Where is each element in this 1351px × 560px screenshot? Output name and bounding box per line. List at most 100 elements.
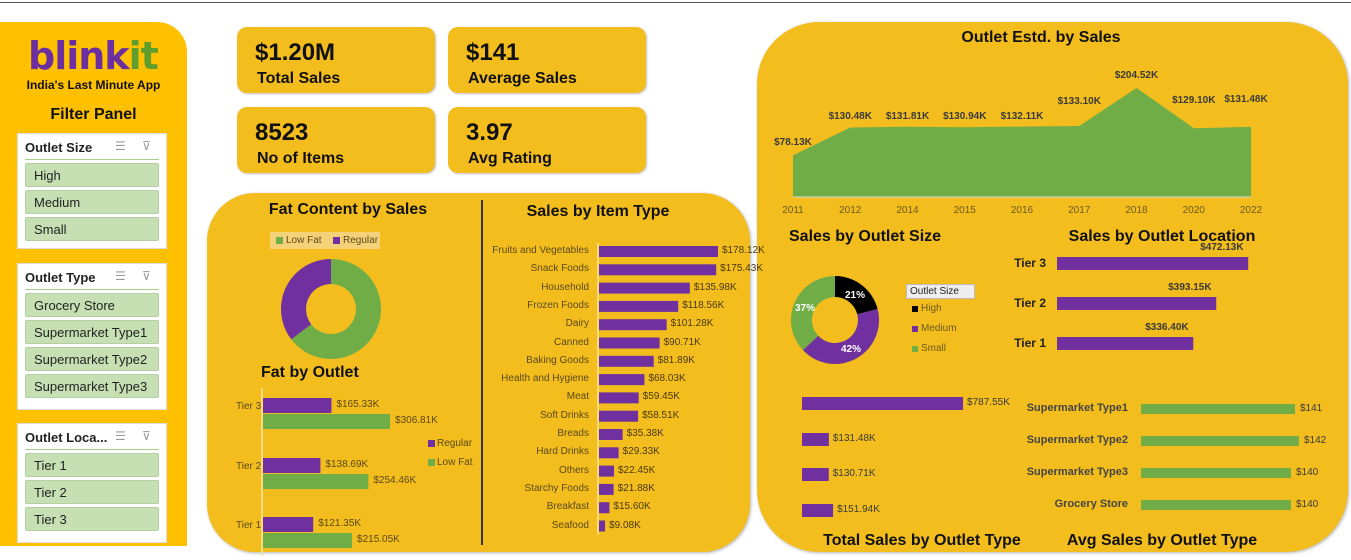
slicer-title: Outlet Loca... bbox=[25, 430, 108, 445]
bar bbox=[263, 533, 353, 548]
bar bbox=[599, 355, 654, 367]
data-label: $130.48K bbox=[828, 111, 872, 123]
data-label: $9.08K bbox=[609, 519, 641, 531]
clear-filter-icon[interactable]: ⊽ bbox=[142, 139, 151, 153]
slicer-item[interactable]: Tier 2 bbox=[25, 480, 159, 504]
legend-label: Regular bbox=[437, 438, 473, 449]
category-label: Canned bbox=[553, 336, 589, 348]
bar bbox=[599, 447, 619, 459]
bar bbox=[599, 410, 639, 422]
slicer-item[interactable]: Grocery Store bbox=[25, 293, 159, 317]
bar bbox=[802, 433, 829, 446]
category-label: Breads bbox=[557, 428, 589, 439]
bar bbox=[599, 264, 717, 276]
bar bbox=[263, 458, 321, 473]
data-label: $131.81K bbox=[885, 110, 930, 122]
bar bbox=[599, 502, 610, 514]
data-label: $336.40K bbox=[1145, 322, 1189, 333]
kpi-label: Average Sales bbox=[468, 70, 577, 87]
filter-panel-title: Filter Panel bbox=[50, 106, 137, 123]
category-label: Fruits and Vegetables bbox=[492, 245, 589, 256]
data-label: 21% bbox=[845, 290, 866, 301]
category-label: Starchy Foods bbox=[524, 482, 589, 494]
bar bbox=[802, 397, 964, 410]
slicer-0: Outlet Size ☰ ⊽ High Medium Small bbox=[17, 133, 167, 249]
x-tick-label: 2018 bbox=[1125, 205, 1148, 216]
category-label: Hard Drinks bbox=[536, 446, 589, 458]
kpi-card: 8523 No of Items bbox=[237, 107, 435, 173]
legend-swatch bbox=[276, 237, 283, 244]
data-label: $68.03K bbox=[648, 373, 686, 385]
x-tick-label: 2012 bbox=[839, 205, 862, 216]
legend-swatch bbox=[333, 237, 340, 244]
slicer-1: Outlet Type ☰ ⊽ Grocery Store Supermarket… bbox=[17, 263, 167, 410]
slicer-item[interactable]: Tier 1 bbox=[25, 453, 159, 477]
bar bbox=[802, 468, 829, 481]
slicer-item[interactable]: Supermarket Type2 bbox=[25, 347, 159, 371]
data-label: $101.28K bbox=[670, 318, 714, 330]
category-label: Health and Hygiene bbox=[501, 373, 589, 385]
divider bbox=[25, 289, 159, 290]
data-label: $118.56K bbox=[682, 299, 725, 311]
bar bbox=[1141, 404, 1295, 414]
category-label: Supermarket Type3 bbox=[1026, 466, 1128, 478]
bar bbox=[599, 520, 606, 532]
x-tick-label: 2020 bbox=[1182, 205, 1205, 216]
bar bbox=[599, 392, 639, 404]
data-label: $306.81K bbox=[395, 415, 438, 426]
category-label: Baking Goods bbox=[526, 354, 589, 366]
bar bbox=[263, 474, 369, 489]
clear-filter-icon[interactable]: ⊽ bbox=[142, 269, 151, 283]
chart-title: Fat Content by Sales bbox=[268, 201, 428, 218]
x-tick-label: 2011 bbox=[782, 205, 804, 216]
kpi-card: $141 Average Sales bbox=[448, 27, 646, 93]
tagline: India's Last Minute App bbox=[26, 78, 161, 92]
category-label: Grocery Store bbox=[1054, 498, 1128, 510]
logo-part: it bbox=[128, 34, 159, 78]
slicer-item[interactable]: High bbox=[25, 163, 159, 187]
category-label: Household bbox=[541, 281, 589, 293]
area-series bbox=[793, 87, 1251, 197]
bar bbox=[599, 282, 690, 294]
bar bbox=[263, 398, 332, 413]
slicer-item[interactable]: Tier 3 bbox=[25, 507, 159, 531]
chart-title: Total Sales by Outlet Type bbox=[823, 532, 1021, 549]
x-tick-label: 2016 bbox=[1010, 205, 1034, 216]
bar bbox=[599, 319, 667, 331]
bar bbox=[1141, 436, 1299, 446]
category-label: Dairy bbox=[565, 318, 589, 330]
pie-slice bbox=[291, 259, 381, 359]
category-label: Others bbox=[558, 464, 589, 476]
category-label: Supermarket Type2 bbox=[1026, 434, 1128, 446]
slicer-item[interactable]: Medium bbox=[25, 190, 159, 214]
data-label: 42% bbox=[841, 344, 862, 355]
chart-title: Sales by Item Type bbox=[526, 203, 670, 220]
multi-select-icon[interactable]: ☰ bbox=[115, 139, 126, 153]
slicer-item[interactable]: Supermarket Type3 bbox=[25, 374, 159, 398]
slicer-item[interactable]: Supermarket Type1 bbox=[25, 320, 159, 344]
kpi-value: $1.20M bbox=[255, 39, 336, 66]
category-label: Tier 1 bbox=[1014, 336, 1046, 350]
top-border bbox=[0, 2, 1351, 3]
data-label: $131.48K bbox=[1224, 93, 1268, 105]
category-label: Meat bbox=[566, 391, 589, 403]
divider bbox=[481, 200, 483, 545]
data-label: $254.46K bbox=[373, 475, 417, 486]
pie-slice bbox=[280, 259, 331, 340]
legend-swatch bbox=[912, 326, 918, 332]
multi-select-icon[interactable]: ☰ bbox=[115, 269, 126, 283]
data-label: $204.52K bbox=[1114, 69, 1159, 81]
multi-select-icon[interactable]: ☰ bbox=[115, 429, 126, 443]
data-label: $138.69K bbox=[325, 459, 369, 470]
data-label: 37% bbox=[795, 303, 816, 314]
slicer-2: Outlet Loca... ☰ ⊽ Tier 1 Tier 2 Tier 3 bbox=[17, 423, 167, 543]
slicer-item[interactable]: Small bbox=[25, 217, 159, 241]
data-label: $178.12K bbox=[721, 245, 765, 256]
bar bbox=[599, 337, 660, 349]
kpi-value: 3.97 bbox=[466, 119, 513, 146]
legend-dropdown[interactable]: Outlet Size bbox=[906, 284, 975, 299]
slicer-title: Outlet Size bbox=[25, 140, 93, 155]
clear-filter-icon[interactable]: ⊽ bbox=[142, 429, 151, 443]
category-label: Tier 2 bbox=[1014, 296, 1046, 310]
bar bbox=[802, 504, 834, 517]
